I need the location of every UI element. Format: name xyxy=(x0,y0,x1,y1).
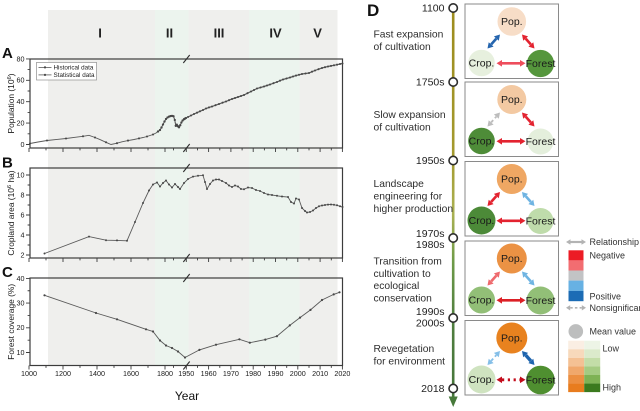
svg-text:Forest coverage (%): Forest coverage (%) xyxy=(6,284,16,360)
svg-text:1960: 1960 xyxy=(201,369,217,378)
svg-text:1980s: 1980s xyxy=(416,239,445,251)
svg-text:Pop.: Pop. xyxy=(501,253,523,265)
svg-text:D: D xyxy=(367,1,379,20)
svg-text:20: 20 xyxy=(17,119,25,128)
svg-text:40: 40 xyxy=(17,274,25,283)
svg-text:cultivation to: cultivation to xyxy=(374,269,432,280)
svg-text:1800: 1800 xyxy=(157,369,173,378)
svg-text:of cultivation: of cultivation xyxy=(374,123,432,134)
svg-text:Pop.: Pop. xyxy=(501,333,523,345)
svg-text:6: 6 xyxy=(21,210,25,219)
svg-text:High: High xyxy=(603,383,622,393)
svg-text:1950: 1950 xyxy=(178,369,194,378)
svg-text:of cultivation: of cultivation xyxy=(374,42,432,53)
svg-text:B: B xyxy=(2,155,13,172)
svg-text:0: 0 xyxy=(21,140,25,149)
svg-text:IV: IV xyxy=(269,26,282,41)
svg-text:Crop.: Crop. xyxy=(469,374,495,386)
svg-text:10: 10 xyxy=(17,170,25,179)
svg-text:Crop.: Crop. xyxy=(469,136,495,148)
svg-text:1990: 1990 xyxy=(268,369,284,378)
svg-text:8: 8 xyxy=(21,190,25,199)
svg-text:2010: 2010 xyxy=(312,369,328,378)
svg-text:2: 2 xyxy=(21,250,25,259)
svg-text:V: V xyxy=(313,26,322,41)
svg-text:Revegetation: Revegetation xyxy=(374,344,435,355)
svg-text:Positive: Positive xyxy=(590,292,622,302)
svg-text:Year: Year xyxy=(175,389,199,403)
svg-text:III: III xyxy=(214,26,225,41)
svg-text:Low: Low xyxy=(603,344,620,354)
svg-text:for environment: for environment xyxy=(374,356,446,367)
svg-text:Forest: Forest xyxy=(526,136,556,148)
svg-text:Forest: Forest xyxy=(526,58,556,70)
svg-text:20: 20 xyxy=(17,323,25,332)
svg-text:Landscape: Landscape xyxy=(374,179,425,190)
svg-text:30: 30 xyxy=(17,299,25,308)
svg-text:1950s: 1950s xyxy=(416,155,445,167)
svg-text:II: II xyxy=(166,26,173,41)
svg-text:Forest: Forest xyxy=(526,375,556,387)
svg-text:40: 40 xyxy=(17,97,25,106)
svg-text:1980: 1980 xyxy=(245,369,261,378)
svg-text:2018: 2018 xyxy=(421,383,445,395)
svg-text:Forest: Forest xyxy=(526,216,556,228)
svg-text:1100: 1100 xyxy=(422,3,445,15)
svg-text:engineering for: engineering for xyxy=(374,192,443,203)
svg-text:2020: 2020 xyxy=(334,369,350,378)
svg-text:1970s: 1970s xyxy=(416,228,445,240)
svg-text:1600: 1600 xyxy=(123,369,139,378)
svg-text:ecological: ecological xyxy=(374,281,420,292)
svg-text:Nonsignificant: Nonsignificant xyxy=(590,303,640,313)
svg-text:Crop.: Crop. xyxy=(469,58,495,70)
svg-text:Fast expansion: Fast expansion xyxy=(374,29,444,40)
svg-text:conservation: conservation xyxy=(374,294,433,305)
svg-text:higher production: higher production xyxy=(374,204,454,215)
svg-text:Transition from: Transition from xyxy=(374,256,442,267)
svg-text:Population (106​): Population (106​) xyxy=(6,73,16,133)
svg-text:I: I xyxy=(98,26,102,41)
svg-text:Mean value: Mean value xyxy=(590,327,637,337)
svg-text:Pop.: Pop. xyxy=(501,174,523,186)
svg-text:10: 10 xyxy=(17,348,25,357)
svg-text:2000: 2000 xyxy=(290,369,306,378)
svg-text:Statistical data: Statistical data xyxy=(54,72,95,79)
svg-text:Pop.: Pop. xyxy=(501,94,523,106)
svg-text:1970: 1970 xyxy=(223,369,239,378)
svg-text:1400: 1400 xyxy=(89,369,105,378)
svg-text:80: 80 xyxy=(17,54,25,63)
svg-text:60: 60 xyxy=(17,76,25,85)
svg-text:Crop.: Crop. xyxy=(469,215,495,227)
svg-text:Forest: Forest xyxy=(526,295,556,307)
svg-text:4: 4 xyxy=(21,230,25,239)
svg-text:1750s: 1750s xyxy=(416,77,445,89)
svg-text:Crop.: Crop. xyxy=(469,295,495,307)
svg-text:C: C xyxy=(2,264,13,281)
svg-text:Historical data: Historical data xyxy=(54,65,94,72)
svg-text:Slow expansion: Slow expansion xyxy=(374,110,446,121)
svg-text:Relationship: Relationship xyxy=(590,237,640,247)
svg-text:A: A xyxy=(2,45,13,62)
svg-text:1200: 1200 xyxy=(55,369,71,378)
svg-text:Pop.: Pop. xyxy=(501,16,523,28)
svg-text:2000s: 2000s xyxy=(416,318,445,330)
svg-text:Cropland area (106​ ha): Cropland area (106​ ha) xyxy=(6,170,16,255)
svg-text:1000: 1000 xyxy=(21,369,37,378)
svg-text:Negative: Negative xyxy=(590,250,626,260)
svg-text:1990s: 1990s xyxy=(416,306,445,318)
